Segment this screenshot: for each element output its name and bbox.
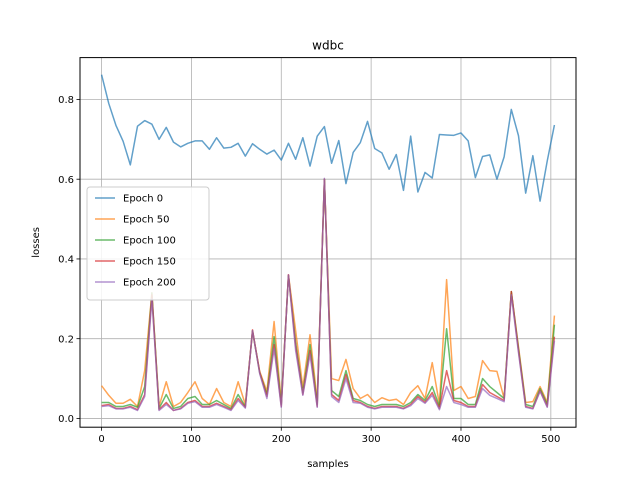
y-tick-label: 0.6 (58, 175, 74, 186)
chart-title: wdbc (312, 39, 344, 53)
x-axis-label: samples (307, 459, 349, 470)
legend-box (86, 186, 210, 301)
y-axis-label: losses (31, 227, 42, 258)
x-tick-label: 400 (451, 434, 470, 445)
x-tick-label: 0 (98, 434, 104, 445)
y-tick-label: 0.8 (58, 95, 74, 106)
legend-label: Epoch 0 (123, 194, 163, 205)
x-axis-ticks: 0 100 200 300 400 500 (98, 427, 560, 445)
series-lines (100, 74, 556, 412)
legend-label: Epoch 50 (123, 215, 170, 226)
y-tick-label: 0.0 (58, 414, 74, 425)
legend-label: Epoch 100 (123, 236, 176, 247)
series-line-0 (100, 74, 556, 202)
series-line-4 (101, 177, 556, 412)
legend-label: Epoch 200 (123, 278, 176, 289)
y-axis-ticks: 0.0 0.2 0.4 0.6 0.8 (58, 95, 80, 425)
y-tick-label: 0.2 (58, 334, 74, 345)
legend: Epoch 0 Epoch 50 Epoch 100 Epoch 150 Epoch 2… (86, 186, 210, 301)
x-tick-label: 200 (272, 434, 291, 445)
y-tick-label: 0.4 (58, 255, 74, 266)
plot-frame (79, 57, 577, 428)
x-tick-label: 300 (362, 434, 381, 445)
x-tick-label: 100 (182, 434, 201, 445)
legend-label: Epoch 150 (123, 257, 176, 268)
x-tick-label: 500 (541, 434, 560, 445)
